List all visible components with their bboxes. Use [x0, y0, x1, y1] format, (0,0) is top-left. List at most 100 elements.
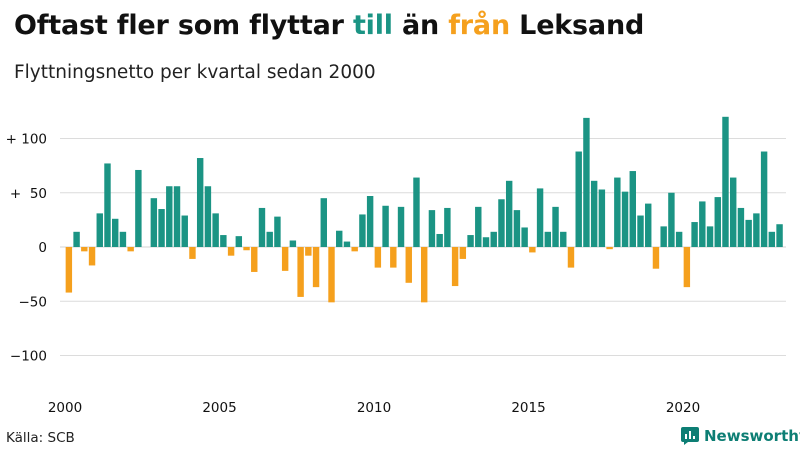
bar [359, 214, 366, 247]
bar [374, 247, 382, 268]
title-part-1: Oftast fler som flyttar [14, 10, 353, 41]
bar [158, 209, 165, 248]
bar [490, 231, 497, 247]
bar [150, 198, 158, 247]
x-tick-label: 2000 [48, 400, 82, 416]
bar [336, 230, 343, 247]
bar [467, 235, 474, 247]
bar [227, 247, 235, 256]
bar [629, 171, 636, 247]
bar [343, 241, 351, 247]
bar [776, 224, 783, 248]
bar [220, 235, 227, 247]
bar [444, 207, 451, 247]
title-part-3: Leksand [509, 10, 645, 41]
bar [251, 247, 258, 272]
bar [459, 247, 467, 259]
bar [606, 247, 613, 250]
bar [699, 201, 706, 247]
bar [320, 198, 327, 247]
bar [243, 247, 250, 251]
x-tick-label: 2020 [666, 400, 700, 416]
bar [660, 226, 667, 247]
bar [81, 247, 88, 252]
x-tick-label: 2005 [202, 400, 236, 416]
bar [536, 188, 544, 247]
bar [706, 226, 714, 247]
bar [552, 206, 559, 247]
bar [212, 213, 219, 247]
bar [567, 247, 575, 268]
bar [730, 177, 737, 247]
bar [104, 163, 111, 247]
y-tick-label: 0 [38, 240, 47, 256]
bar [274, 216, 281, 247]
bar [297, 247, 304, 297]
y-tick-label: −50 [19, 294, 48, 310]
bar [88, 247, 96, 266]
bar [668, 192, 675, 247]
bar [683, 247, 691, 288]
bar [366, 196, 374, 247]
bar [505, 180, 513, 247]
title-till: till [352, 10, 393, 41]
bar [405, 247, 412, 283]
bar [73, 231, 80, 247]
page-title: Oftast fler som flyttar till än från Lek… [14, 4, 644, 48]
bar [768, 231, 776, 247]
bar [714, 197, 721, 247]
bar [189, 247, 196, 259]
bar [119, 231, 127, 247]
bar [382, 205, 389, 247]
newsworthy-chart-logo-icon [681, 427, 699, 445]
bar [351, 247, 358, 252]
bar [675, 231, 683, 247]
bar [590, 180, 598, 247]
bar [289, 240, 297, 247]
bar [235, 236, 243, 247]
bar [544, 231, 552, 247]
y-tick-label: + 100 [6, 132, 47, 148]
bar [428, 210, 436, 247]
bar [575, 151, 582, 247]
brand-name: Newsworthy [704, 427, 800, 445]
bar [652, 247, 660, 269]
bar [112, 218, 119, 247]
bar [204, 186, 212, 247]
bar [96, 213, 103, 247]
bar [691, 222, 698, 247]
chart-subtitle: Flyttningsnetto per kvartal sedan 2000 [14, 62, 376, 83]
bar [413, 177, 420, 247]
bar [181, 215, 188, 247]
bar [173, 186, 181, 247]
bar [421, 247, 428, 303]
bar [645, 203, 652, 247]
y-axis-tick-labels: + 100 + 50 0 −50 −100 [6, 132, 47, 365]
bar [560, 231, 567, 247]
bar [397, 206, 405, 247]
bar [598, 189, 606, 247]
x-axis-tick-labels: 2000 2005 2010 2015 2020 [48, 400, 700, 416]
bar [745, 219, 752, 248]
y-tick-label: −100 [10, 349, 47, 365]
bar [760, 151, 768, 247]
source-note: Källa: SCB [6, 430, 75, 446]
bar [621, 191, 629, 247]
bar [475, 206, 482, 247]
bar [312, 247, 320, 288]
bar [737, 207, 745, 247]
bar [498, 199, 505, 247]
y-tick-label: + 50 [10, 186, 47, 202]
x-tick-label: 2010 [357, 400, 391, 416]
bar [436, 233, 443, 247]
bar [521, 227, 528, 247]
bar [583, 117, 590, 247]
bar [127, 247, 134, 252]
bar [390, 247, 397, 268]
bar [196, 158, 204, 247]
title-fran: från [448, 10, 510, 41]
bar [482, 237, 490, 248]
bar [529, 247, 536, 253]
bar [65, 247, 73, 293]
